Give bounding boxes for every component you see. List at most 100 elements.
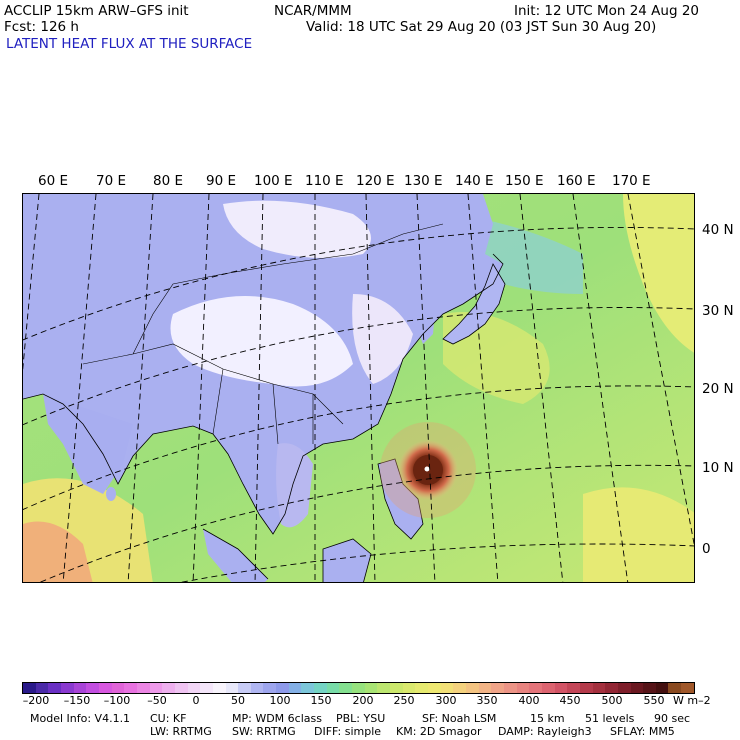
- model-info-km: KM: 2D Smagor: [396, 725, 482, 738]
- lon-label-140e: 140 E: [455, 173, 494, 189]
- colorbar-swatch: [364, 683, 378, 693]
- colorbar-swatch: [35, 683, 49, 693]
- lon-line-120e: [365, 194, 376, 582]
- model-info-sw: SW: RRTMG: [232, 725, 296, 738]
- land-sri-lanka: [106, 487, 116, 501]
- lon-label-110e: 110 E: [305, 173, 344, 189]
- land-sumatra: [203, 529, 268, 582]
- colorbar-tick-label: 300: [435, 694, 457, 707]
- colorbar-tick-label: 500: [601, 694, 623, 707]
- model-info-cu: CU: KF: [150, 712, 187, 725]
- colorbar-swatch: [655, 683, 669, 693]
- colorbar-swatch: [478, 683, 492, 693]
- model-info-version: Model Info: V4.1.1: [30, 712, 131, 725]
- colorbar-tick-label: 50: [231, 694, 245, 707]
- colorbar-swatch: [529, 683, 542, 693]
- colorbar-swatch: [681, 683, 694, 693]
- colorbar: [22, 682, 695, 694]
- lat-label-10n: 10 N: [702, 460, 734, 476]
- lon-label-80e: 80 E: [153, 173, 183, 189]
- colorbar-swatch: [567, 683, 580, 693]
- lon-label-90e: 90 E: [206, 173, 236, 189]
- colorbar-swatch: [541, 683, 555, 693]
- coastline-japan: [442, 263, 506, 345]
- colorbar-swatch: [86, 683, 99, 693]
- lat-label-0: 0: [702, 541, 711, 557]
- lon-label-100e: 100 E: [254, 173, 293, 189]
- model-info-timestep: 90 sec: [654, 712, 691, 725]
- coastline: [23, 253, 504, 535]
- colorbar-swatch: [263, 683, 277, 693]
- colorbar-swatch: [301, 683, 315, 693]
- land-indochina: [276, 443, 313, 528]
- colorbar-swatch: [250, 683, 264, 693]
- colorbar-swatch: [326, 683, 340, 693]
- colorbar-swatch: [98, 683, 112, 693]
- colorbar-swatch: [111, 683, 125, 693]
- valid-time: Valid: 18 UTC Sat 29 Aug 20 (03 JST Sun …: [306, 19, 657, 35]
- colorbar-tick-label: 200: [352, 694, 374, 707]
- colorbar-swatch: [276, 683, 289, 693]
- colorbar-swatch: [592, 683, 606, 693]
- colorbar-units: W m–2: [673, 694, 711, 707]
- land-japan: [443, 264, 505, 344]
- ocean-patch-yellow-east: [623, 194, 694, 353]
- land-korea: [415, 304, 435, 344]
- colorbar-swatch: [339, 683, 353, 693]
- latent-heat-flux-map: [22, 193, 695, 583]
- model-info-sflay: SFLAY: MM5: [610, 725, 675, 738]
- field-title: LATENT HEAT FLUX AT THE SURFACE: [6, 36, 253, 52]
- lon-line-90e: [192, 194, 210, 582]
- land-north-white: [223, 200, 371, 258]
- colorbar-swatch: [453, 683, 466, 693]
- init-time: Init: 12 UTC Mon 24 Aug 20: [514, 3, 699, 19]
- land-plateau: [170, 296, 353, 387]
- colorbar-swatch: [174, 683, 188, 693]
- lon-label-150e: 150 E: [505, 173, 544, 189]
- colorbar-tick-label: 350: [476, 694, 498, 707]
- colorbar-swatch: [579, 683, 593, 693]
- colorbar-tick-label: –200: [22, 694, 50, 707]
- colorbar-tick-label: 250: [393, 694, 415, 707]
- colorbar-swatch: [48, 683, 61, 693]
- colorbar-swatch: [491, 683, 504, 693]
- lat-line-40n: [23, 227, 694, 341]
- lat-line-0: [180, 543, 694, 582]
- colorbar-swatch: [60, 683, 74, 693]
- colorbar-swatch: [605, 683, 618, 693]
- lon-label-160e: 160 E: [557, 173, 596, 189]
- colorbar-swatch: [212, 683, 226, 693]
- colorbar-swatch: [162, 683, 175, 693]
- colorbar-swatch: [440, 683, 454, 693]
- country-borders: [82, 223, 444, 445]
- model-info-diff: DIFF: simple: [314, 725, 382, 738]
- coastline-sumatra: [202, 528, 269, 580]
- lat-line-10n: [39, 464, 694, 582]
- colorbar-swatch: [136, 683, 150, 693]
- lon-line-150e: [519, 194, 564, 582]
- colorbar-swatch: [415, 683, 428, 693]
- colorbar-swatch: [516, 683, 530, 693]
- lon-line-160e: [572, 194, 629, 582]
- colorbar-tick-label: –100: [103, 694, 131, 707]
- model-info-damp: DAMP: Rayleigh3: [498, 725, 592, 738]
- land-philippines: [378, 459, 423, 539]
- colorbar-swatch: [73, 683, 87, 693]
- lon-line-140e: [467, 194, 499, 582]
- lat-label-40n: 40 N: [702, 222, 734, 238]
- land-east-china-white: [352, 294, 413, 384]
- land-borneo: [323, 539, 371, 582]
- colorbar-swatch: [238, 683, 251, 693]
- lon-label-170e: 170 E: [612, 173, 651, 189]
- colorbar-swatch: [23, 683, 36, 693]
- colorbar-tick-label: 0: [192, 694, 200, 707]
- colorbar-tick-label: –150: [63, 694, 91, 707]
- lon-line-70e: [62, 194, 97, 582]
- colorbar-tick-label: 550: [643, 694, 665, 707]
- lon-label-60e: 60 E: [38, 173, 68, 189]
- model-info-levels: 51 levels: [585, 712, 635, 725]
- colorbar-swatch: [288, 683, 302, 693]
- colorbar-swatch: [465, 683, 479, 693]
- lat-label-20n: 20 N: [702, 381, 734, 397]
- colorbar-swatch: [630, 683, 644, 693]
